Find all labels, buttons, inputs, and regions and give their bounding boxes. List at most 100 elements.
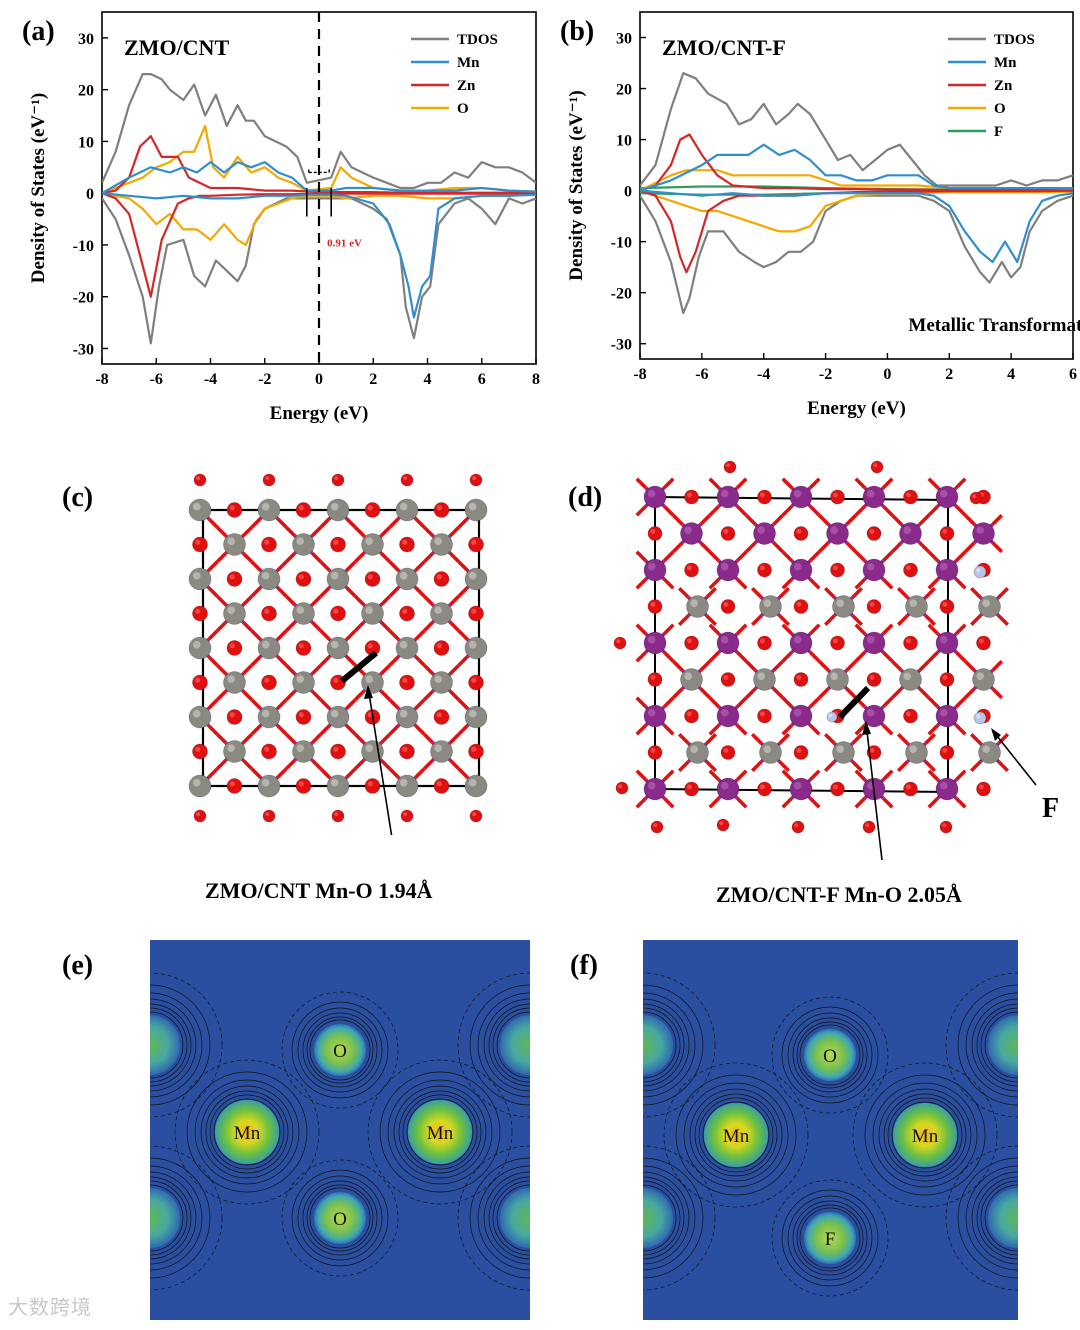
x-axis-title: Energy (eV) xyxy=(270,403,369,424)
metal-atom xyxy=(899,668,922,691)
bond xyxy=(354,758,366,770)
contour-line xyxy=(957,1157,1018,1279)
metal-atom-highlight xyxy=(793,562,802,571)
x-tick-label: 6 xyxy=(478,371,486,388)
metal-atom xyxy=(430,602,453,625)
oxygen-atom-highlight xyxy=(436,505,442,511)
x-tick-label: 4 xyxy=(424,371,432,388)
oxygen-atom-highlight xyxy=(869,674,875,680)
metal-atom xyxy=(905,741,928,764)
bond xyxy=(705,760,717,772)
metal-atom-highlight xyxy=(647,635,656,644)
contour-line xyxy=(150,1011,184,1079)
metal-atom-highlight xyxy=(296,675,305,684)
oxygen-atom-highlight xyxy=(905,565,911,571)
bond xyxy=(918,514,930,526)
contour-line xyxy=(694,1093,778,1177)
metal-atom-highlight xyxy=(939,635,948,644)
legend-label-mn: Mn xyxy=(994,55,1017,71)
pointer-arrow-head xyxy=(364,685,373,699)
contour-line xyxy=(643,1157,704,1279)
metal-atom-highlight xyxy=(399,778,408,787)
oxygen-atom-highlight xyxy=(759,565,765,571)
bond xyxy=(345,724,357,736)
metal-atom-highlight xyxy=(192,778,201,787)
oxygen-atom-highlight xyxy=(942,747,948,753)
oxygen-atom-highlight xyxy=(832,565,838,571)
bond xyxy=(423,620,435,632)
bond xyxy=(735,769,748,782)
metal-atom xyxy=(972,668,995,691)
bond xyxy=(216,758,228,770)
x-tick-label: -6 xyxy=(150,371,163,388)
pointer-arrow xyxy=(865,722,883,861)
oxygen-atom-highlight xyxy=(298,643,304,649)
metal-atom xyxy=(862,485,886,509)
bond xyxy=(310,733,322,745)
bond xyxy=(662,577,675,590)
oxygen-atom-highlight xyxy=(195,608,201,614)
bond xyxy=(216,733,228,745)
bond xyxy=(818,514,830,526)
edge-atom-density xyxy=(500,1188,530,1248)
metal-atom xyxy=(292,671,315,694)
series-tdos-line xyxy=(102,72,536,190)
metal-atom-highlight xyxy=(468,709,477,718)
bond xyxy=(954,504,967,517)
bond xyxy=(241,664,253,676)
oxygen-atom xyxy=(192,605,208,622)
oxygen-atom xyxy=(468,674,484,691)
bond xyxy=(448,526,460,538)
oxygen-atom-highlight xyxy=(298,574,304,580)
bond xyxy=(708,477,721,490)
bond xyxy=(772,660,784,672)
contour-line xyxy=(406,1098,474,1166)
metal-atom xyxy=(935,485,959,509)
bond xyxy=(818,687,830,699)
oxygen-atom-highlight xyxy=(265,476,270,481)
contour-line xyxy=(150,992,203,1098)
oxygen-atom-highlight xyxy=(686,492,692,498)
bond xyxy=(241,526,253,538)
bond xyxy=(891,541,903,553)
contour-line xyxy=(150,972,223,1118)
metal-atom-highlight xyxy=(261,778,270,787)
metal-atom xyxy=(361,602,384,625)
metal-atom xyxy=(292,533,315,556)
contour-line xyxy=(483,1171,530,1265)
metal-atom xyxy=(899,522,922,545)
bond xyxy=(310,689,322,701)
metal-atom-highlight xyxy=(399,640,408,649)
metal-atom xyxy=(716,704,740,728)
contour-line xyxy=(698,1097,774,1173)
bond xyxy=(751,587,763,599)
contour-line xyxy=(643,1184,677,1252)
metal-atom xyxy=(643,777,667,801)
oxygen-atom-highlight xyxy=(229,712,235,718)
bond xyxy=(708,577,721,590)
oxygen-atom-highlight xyxy=(333,539,339,545)
metal-atom xyxy=(832,595,855,618)
contour-line xyxy=(150,1145,223,1291)
caption-d: ZMO/CNT-F Mn-O 2.05Å xyxy=(716,882,962,907)
metal-atom-highlight xyxy=(434,675,443,684)
bond xyxy=(881,650,894,663)
bond xyxy=(808,577,821,590)
bond xyxy=(891,660,903,672)
bond xyxy=(276,698,288,710)
bond xyxy=(310,551,322,563)
bond xyxy=(457,629,469,641)
oxygen-atom xyxy=(684,562,699,578)
contour-line xyxy=(771,1179,889,1297)
bond xyxy=(772,541,784,553)
metal-atom xyxy=(188,705,212,729)
bond xyxy=(672,687,684,699)
bond xyxy=(897,587,909,599)
metal-atom-highlight xyxy=(720,489,729,498)
metal-atom xyxy=(643,558,667,582)
contour-line xyxy=(367,1059,513,1205)
caption-c: ZMO/CNT Mn-O 1.94Å xyxy=(205,878,433,903)
x-tick-label: 2 xyxy=(945,366,953,383)
